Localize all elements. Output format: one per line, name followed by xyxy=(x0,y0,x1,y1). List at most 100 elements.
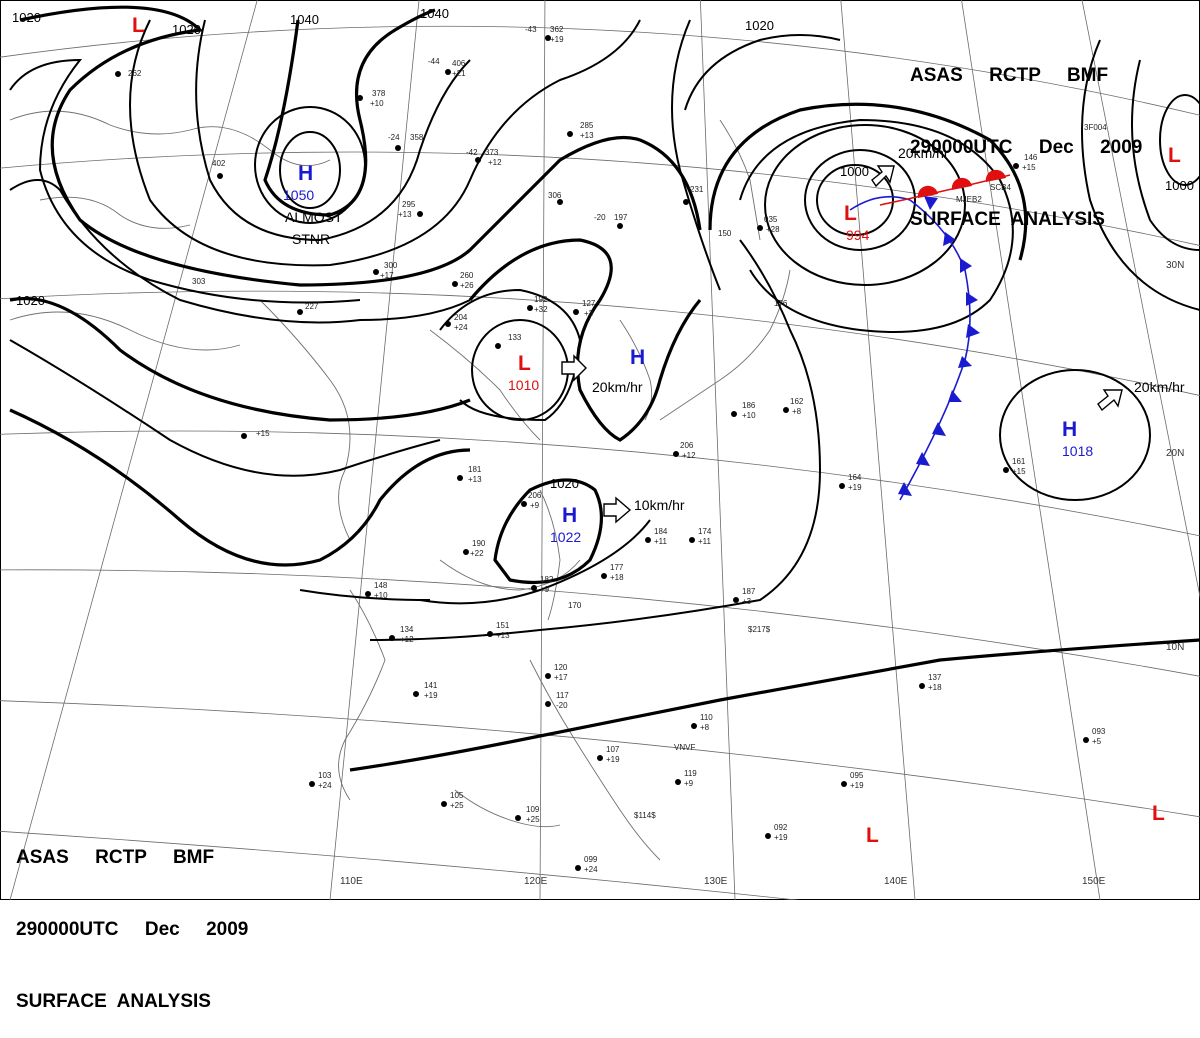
station-plots: -43 362 +19 -44 406 +21 378 +10 -24 358 … xyxy=(128,25,1107,874)
station-value: +13 xyxy=(468,475,482,484)
station-value: 204 xyxy=(454,313,468,322)
longitude-labels: 110E 120E 130E 140E 150E xyxy=(340,876,1106,887)
footer-line-3: SURFACE ANALYSIS xyxy=(16,991,211,1012)
low-symbol: L xyxy=(1168,144,1181,167)
station-value: +9 xyxy=(684,779,694,788)
station-value: -42 xyxy=(466,148,478,157)
station-value: +19 xyxy=(606,755,620,764)
station-value: 117 xyxy=(556,691,569,700)
isobar-label: 1020 xyxy=(745,18,774,33)
graticule xyxy=(0,0,1200,900)
isobar-label: 1000 xyxy=(840,164,869,179)
station-value: 186 xyxy=(742,401,756,410)
station-value: 120 xyxy=(554,663,568,672)
isobar-label: 1000 xyxy=(1165,178,1194,193)
isobar-label: 1040 xyxy=(420,6,449,21)
isobar-label: 1040 xyxy=(290,12,319,27)
lat-label: 10N xyxy=(1166,642,1184,653)
station-value: 206 xyxy=(528,491,542,500)
station-value: 148 xyxy=(374,581,388,590)
station-value: +19 xyxy=(850,781,864,790)
station-value: +5 xyxy=(1092,737,1102,746)
high-1022-symbol: H xyxy=(562,504,577,527)
station-value: +9 xyxy=(530,501,540,510)
station-value: 177 xyxy=(610,563,624,572)
lat-label: 20N xyxy=(1166,448,1184,459)
station-value: 206 xyxy=(680,441,694,450)
station-value: 161 xyxy=(1012,457,1026,466)
low-symbol: L xyxy=(132,14,145,37)
footer-title-block: ASAS RCTP BMF 290000UTC Dec 2009 SURFACE… xyxy=(16,798,248,1038)
station-value: -44 xyxy=(428,57,440,66)
station-value: +8 xyxy=(700,723,710,732)
station-value: 133 xyxy=(508,333,522,342)
station-value: 110 xyxy=(700,713,713,722)
station-value: +24 xyxy=(454,323,468,332)
station-value: -20 xyxy=(556,701,568,710)
station-circles xyxy=(115,35,1089,871)
header-line-1: ASAS RCTP BMF xyxy=(910,65,1109,86)
station-value: -24 xyxy=(388,133,400,142)
station-value: 3F004 xyxy=(1084,123,1107,132)
station-value: +13 xyxy=(496,631,510,640)
isobar-label: 1020 xyxy=(172,22,201,37)
station-value: 176 xyxy=(774,299,788,308)
station-value: 303 xyxy=(192,277,206,286)
station-value: 184 xyxy=(654,527,668,536)
station-value: 306 xyxy=(548,191,562,200)
lon-label: 150E xyxy=(1082,876,1106,887)
station-value: 092 xyxy=(774,823,788,832)
station-value: MJEB2 xyxy=(956,195,982,204)
station-value: VNVF xyxy=(674,743,695,752)
station-value: 174 xyxy=(698,527,712,536)
high-1018-movement: 20km/hr xyxy=(1134,379,1185,395)
footer-line-1: ASAS RCTP BMF xyxy=(16,847,215,868)
isobars xyxy=(9,5,1200,772)
high-1022-movement: 10km/hr xyxy=(634,497,685,513)
station-value: +10 xyxy=(742,411,756,420)
high-1018-symbol: H xyxy=(1062,418,1077,441)
lat-label: 30N xyxy=(1166,260,1184,271)
station-value: 134 xyxy=(400,625,414,634)
station-value: +24 xyxy=(584,865,598,874)
station-value: 127 xyxy=(582,299,596,308)
station-value: 187 xyxy=(742,587,756,596)
station-value: 151 xyxy=(496,621,510,630)
station-value: 227 xyxy=(305,302,319,311)
low-symbol: L xyxy=(866,824,879,847)
station-value: 109 xyxy=(526,805,540,814)
station-value: $114$ xyxy=(634,811,656,820)
station-value: 300 xyxy=(384,261,398,270)
station-value: 190 xyxy=(472,539,486,548)
movement-arrows xyxy=(561,165,1123,524)
station-value: 181 xyxy=(468,465,482,474)
lon-label: 140E xyxy=(884,876,908,887)
station-value: 137 xyxy=(928,673,942,682)
low-1010-movement: 20km/hr xyxy=(592,379,643,395)
high-symbol: H xyxy=(630,346,645,369)
high-1018-pressure: 1018 xyxy=(1062,443,1093,459)
station-value: 260 xyxy=(460,271,474,280)
station-value: 262 xyxy=(128,69,142,78)
station-value: 295 xyxy=(402,200,416,209)
surface-analysis-map: 110E 120E 130E 140E 150E 30N 20N 10N xyxy=(0,0,1200,900)
station-value: 378 xyxy=(372,89,386,98)
high-1050-pressure: 1050 xyxy=(283,187,314,203)
station-value: 170 xyxy=(568,601,582,610)
station-value: +15 xyxy=(1012,467,1026,476)
station-value: +17 xyxy=(554,673,568,682)
station-value: 141 xyxy=(424,681,438,690)
station-value: 406 xyxy=(452,59,466,68)
station-value: +22 xyxy=(470,549,484,558)
isobar-label: 1020 xyxy=(16,293,45,308)
station-value: 107 xyxy=(606,745,620,754)
station-value: +21 xyxy=(452,69,466,78)
low-1010-pressure: 1010 xyxy=(508,377,539,393)
pressure-systems: H 1050 ALMOST STNR L 1010 20km/hr H H 10… xyxy=(132,14,1185,847)
station-value: 103 xyxy=(318,771,332,780)
station-value: +24 xyxy=(318,781,332,790)
lon-label: 110E xyxy=(340,876,363,887)
station-value: +11 xyxy=(654,537,668,546)
stnr-note: STNR xyxy=(292,231,330,247)
station-value: 285 xyxy=(580,121,594,130)
